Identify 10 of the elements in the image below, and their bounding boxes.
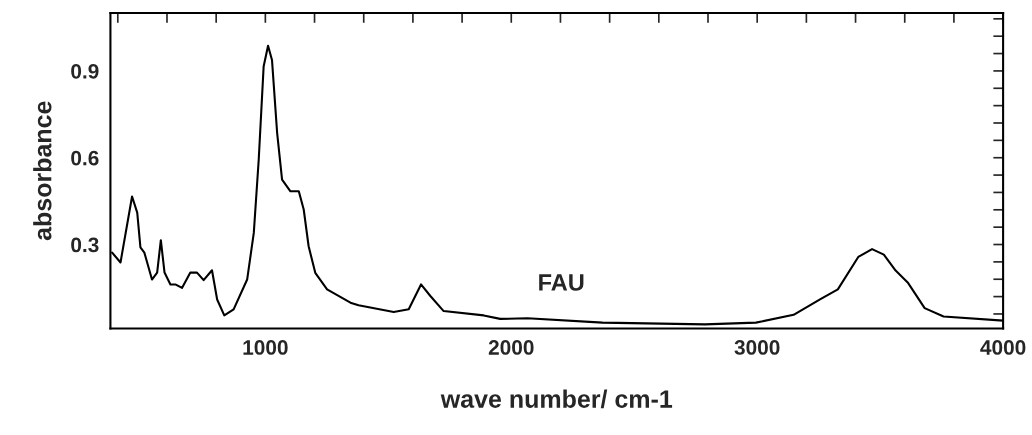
y-tick-label: 0.9 bbox=[71, 63, 99, 79]
x-axis-title: wave number/ cm-1 bbox=[440, 389, 673, 409]
x-tick-label: 3000 bbox=[734, 340, 780, 355]
x-tick-label: 2000 bbox=[488, 340, 534, 355]
y-axis-title: absorbance bbox=[33, 101, 52, 241]
x-tick-label: 4000 bbox=[980, 340, 1026, 355]
y-tick-label: 0.3 bbox=[71, 237, 99, 253]
y-tick-label: 0.6 bbox=[71, 150, 99, 166]
annotation: FAU bbox=[539, 274, 584, 291]
x-tick-label: 1000 bbox=[243, 340, 288, 355]
